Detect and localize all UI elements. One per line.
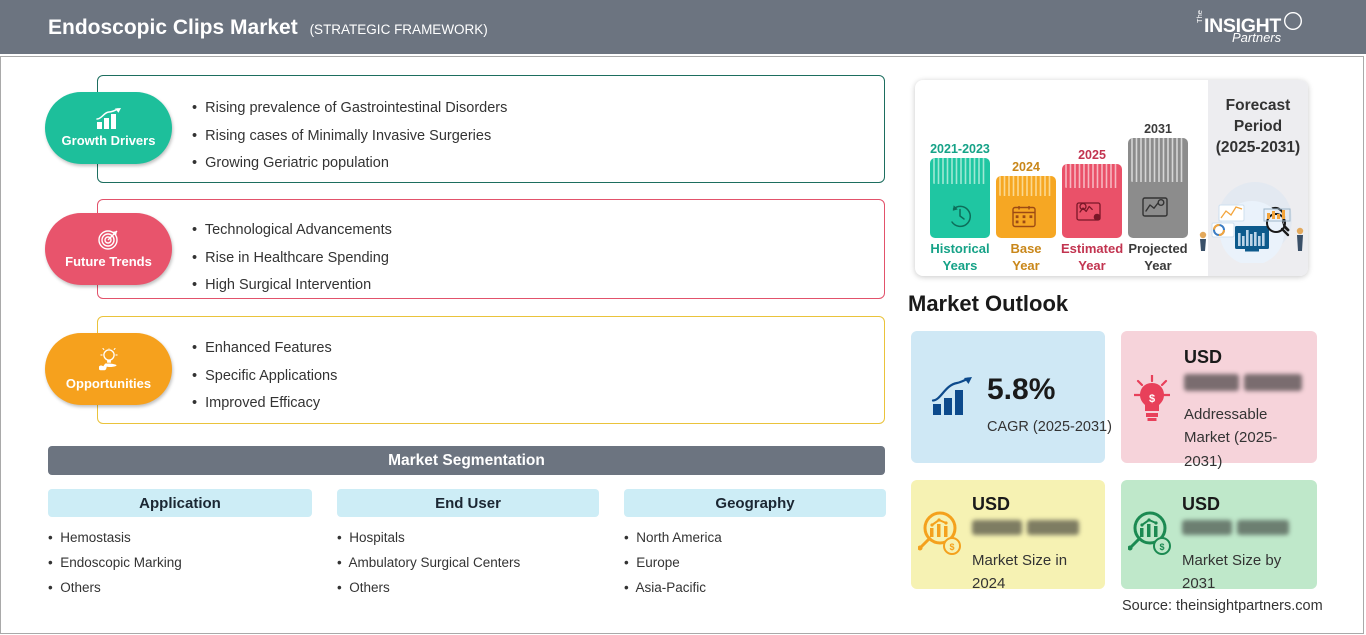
svg-text:$: $ <box>1159 542 1164 552</box>
svg-text:$: $ <box>1149 393 1155 405</box>
svg-text:$: $ <box>949 542 954 552</box>
svg-text:The: The <box>1195 10 1204 23</box>
svg-text:Partners: Partners <box>1232 30 1282 45</box>
